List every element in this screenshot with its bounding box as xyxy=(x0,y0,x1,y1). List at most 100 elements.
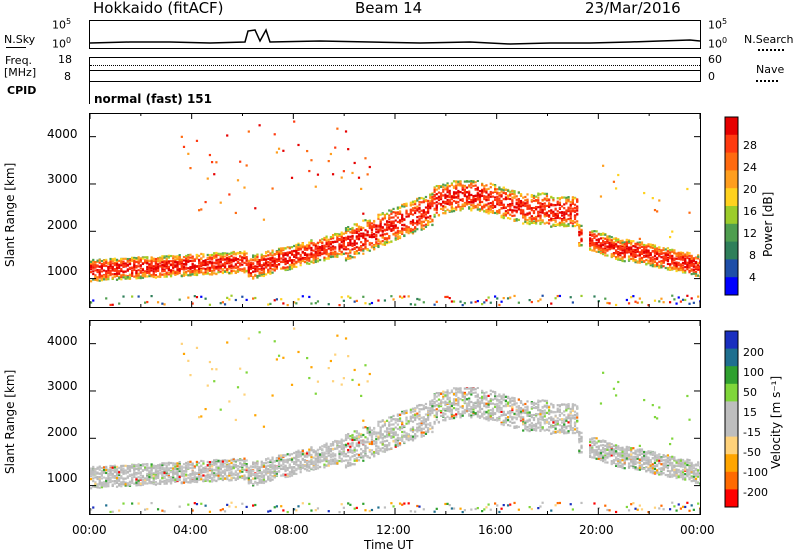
power-cell xyxy=(606,245,609,248)
velocity-cell xyxy=(191,473,194,476)
velocity-cell xyxy=(167,478,170,482)
power-cell xyxy=(405,227,408,230)
power-ground xyxy=(496,297,499,300)
power-cell xyxy=(519,211,523,214)
power-cell xyxy=(295,250,298,254)
power-cell xyxy=(245,257,248,261)
power-cell xyxy=(573,203,577,206)
velocity-cell xyxy=(163,482,166,485)
power-cell xyxy=(450,201,453,204)
power-cell xyxy=(228,252,231,255)
velocity-cell xyxy=(109,476,112,479)
power-cell xyxy=(481,194,484,198)
power-cell xyxy=(124,257,127,260)
power-cell xyxy=(297,242,300,245)
power-cell xyxy=(461,199,464,203)
power-cell xyxy=(90,262,93,265)
velocity-cell xyxy=(135,478,138,481)
power-cell xyxy=(500,195,503,198)
power-cell xyxy=(299,248,302,251)
power-cell xyxy=(539,193,542,196)
power-cell xyxy=(571,196,574,199)
power-cell xyxy=(260,256,263,260)
power-ground xyxy=(273,299,276,302)
power-cell xyxy=(537,201,540,204)
power-cell xyxy=(435,197,438,200)
power-cell xyxy=(154,276,158,279)
power-cell xyxy=(321,252,324,255)
power-cell xyxy=(463,194,466,197)
velocity-cell xyxy=(111,475,114,478)
power-cell xyxy=(420,217,423,220)
power-cell xyxy=(545,194,549,198)
power-cell xyxy=(416,219,419,222)
freq-tick-top: 18 xyxy=(58,53,72,66)
power-cell xyxy=(450,210,453,213)
power-cell xyxy=(485,191,488,194)
power-cell xyxy=(273,252,276,256)
power-cell xyxy=(148,275,151,278)
power-cell xyxy=(619,257,622,260)
power-cell xyxy=(290,246,294,249)
power-scatter xyxy=(679,252,682,255)
velocity-cell xyxy=(137,463,140,466)
velocity-ground xyxy=(109,510,112,514)
velocity-cell xyxy=(165,473,168,477)
power-cell xyxy=(517,204,520,207)
power-cell xyxy=(550,209,553,212)
power-cell xyxy=(612,246,616,249)
power-cell xyxy=(288,265,291,269)
velocity-cell xyxy=(102,483,106,486)
power-cell xyxy=(368,235,371,239)
power-cell xyxy=(448,202,451,205)
power-cell xyxy=(545,204,549,207)
velocity-cell xyxy=(139,474,142,477)
power-cell xyxy=(135,271,138,274)
power-cell xyxy=(671,254,674,258)
power-cell xyxy=(651,256,654,259)
power-cell xyxy=(552,197,555,200)
power-cell xyxy=(513,196,516,199)
power-cell xyxy=(115,270,119,273)
power-cell xyxy=(344,248,348,251)
power-cell xyxy=(405,225,408,228)
power-cell xyxy=(688,252,691,255)
power-cell xyxy=(502,205,505,208)
power-cell xyxy=(472,199,475,202)
velocity-cell xyxy=(156,475,160,478)
power-ground xyxy=(632,295,635,298)
power-cell xyxy=(433,190,436,193)
velocity-cell xyxy=(148,480,151,483)
power-cell xyxy=(411,231,415,234)
power-cell xyxy=(316,247,320,250)
power-cell xyxy=(671,258,674,261)
power-ground xyxy=(697,295,700,298)
power-cell xyxy=(435,205,438,208)
power-cell xyxy=(247,265,250,268)
power-cell xyxy=(435,193,438,196)
power-cell xyxy=(249,274,253,277)
power-cell xyxy=(107,274,110,277)
power-cell xyxy=(280,249,283,252)
power-scatter xyxy=(308,169,311,173)
power-cell xyxy=(264,252,268,255)
power-ground xyxy=(414,303,417,306)
power-cell xyxy=(167,273,170,276)
power-cell xyxy=(202,255,205,258)
power-cell xyxy=(528,204,531,207)
power-cell xyxy=(578,244,581,247)
power-scatter xyxy=(239,160,242,163)
power-cell xyxy=(385,223,389,226)
power-cell xyxy=(392,226,395,230)
power-cell xyxy=(323,250,326,253)
power-cell xyxy=(543,215,546,218)
velocity-cell xyxy=(210,463,214,466)
power-cell xyxy=(221,271,224,275)
power-cell xyxy=(424,223,428,226)
power-cell xyxy=(344,245,348,249)
power-cell xyxy=(390,210,393,213)
power-cell xyxy=(485,211,488,214)
power-cell xyxy=(478,203,482,206)
power-cell xyxy=(159,272,162,275)
power-cell xyxy=(668,265,672,269)
